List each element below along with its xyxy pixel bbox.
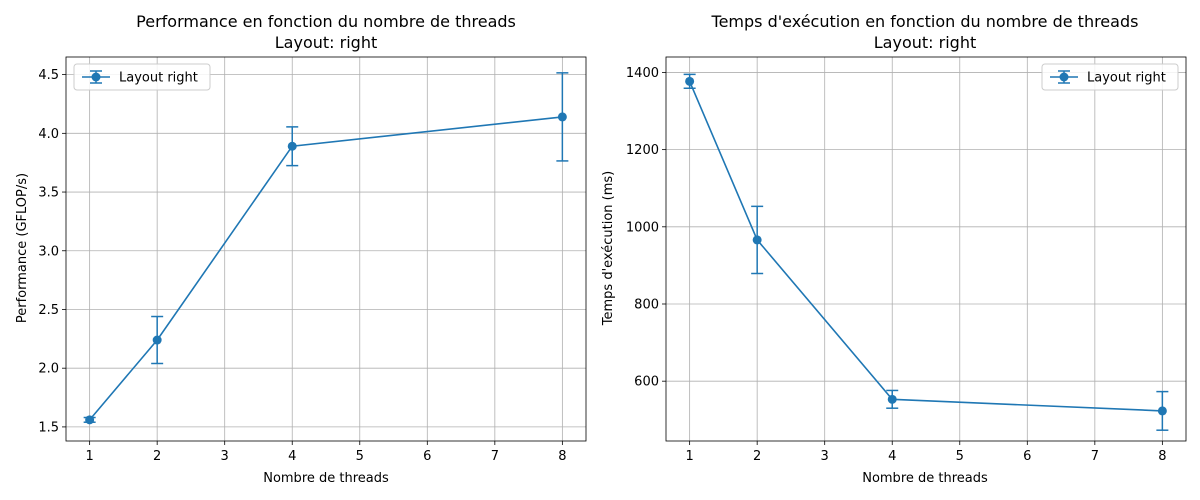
axes-frame: [665, 56, 1187, 442]
plot-area: 1 2 3 4 5 6 7 8 1.5 2.0 2.5 3.0 3.5 4.0 4.5 Layout righ…: [38, 56, 587, 464]
x-tick-label: 3: [221, 449, 229, 464]
data-point: [752, 235, 762, 245]
x-tick-label: 1: [85, 449, 93, 464]
x-tick-label: 1: [685, 449, 693, 464]
series-line: [88, 116, 563, 421]
legend-box: [1041, 63, 1179, 91]
legend-box: [73, 63, 211, 91]
x-tick-label: 2: [153, 449, 161, 464]
x-tick-label: 6: [423, 449, 431, 464]
performance-chart: Performance en fonction du nombre de thr…: [15, 12, 587, 486]
y-tick-label: 1.5: [38, 420, 59, 435]
y-axis-label: Temps d'exécution (ms): [601, 171, 616, 326]
x-tick-label: 6: [1023, 449, 1031, 464]
data-point: [85, 415, 95, 425]
y-tick-label: 4.5: [38, 68, 59, 83]
data-point: [887, 394, 897, 404]
axes-frame: [65, 56, 587, 442]
x-tick-label: 4: [888, 449, 896, 464]
chart-title: Temps d'exécution en fonction du nombre …: [711, 12, 1139, 31]
data-point: [152, 335, 162, 345]
x-tick-label: 7: [491, 449, 499, 464]
y-tick-label: 1000: [626, 220, 659, 235]
x-axis-label: Nombre de threads: [263, 471, 389, 486]
y-tick-label: 3.5: [38, 186, 59, 201]
chart-subtitle: Layout: right: [275, 33, 377, 52]
x-axis-label: Nombre de threads: [862, 471, 988, 486]
legend-label: Layout right: [119, 71, 198, 86]
legend-marker: [91, 72, 101, 82]
x-tick-label: 8: [1158, 449, 1166, 464]
y-tick-label: 600: [634, 375, 659, 390]
y-tick-label: 4.0: [38, 127, 59, 142]
y-tick-label: 2.5: [38, 303, 59, 318]
execution-time-chart: Temps d'exécution en fonction du nombre …: [601, 12, 1187, 486]
x-tick-label: 2: [753, 449, 761, 464]
y-tick-label: 2.0: [38, 362, 59, 377]
data-point: [1157, 406, 1167, 416]
x-tick-label: 5: [956, 449, 964, 464]
y-tick-label: 1400: [626, 66, 659, 81]
y-axis-label: Performance (GFLOP/s): [15, 173, 30, 323]
legend-label: Layout right: [1087, 71, 1166, 86]
y-tick-label: 1200: [626, 143, 659, 158]
data-point: [557, 112, 567, 122]
series-line: [688, 80, 1163, 412]
plot-area: 1 2 3 4 5 6 7 8 600 800 1000 1200 1400 Layout right: [626, 56, 1187, 464]
legend-marker: [1059, 72, 1069, 82]
data-point: [287, 141, 297, 151]
x-tick-label: 7: [1091, 449, 1099, 464]
chart-subtitle: Layout: right: [874, 33, 976, 52]
y-tick-label: 800: [634, 297, 659, 312]
chart-title: Performance en fonction du nombre de thr…: [136, 12, 516, 31]
x-tick-label: 8: [558, 449, 566, 464]
x-tick-label: 4: [288, 449, 296, 464]
x-tick-label: 3: [821, 449, 829, 464]
legend: Layout right: [1041, 63, 1179, 91]
x-tick-label: 5: [356, 449, 364, 464]
data-point: [685, 76, 695, 86]
y-tick-label: 3.0: [38, 244, 59, 259]
legend: Layout right: [73, 63, 211, 91]
